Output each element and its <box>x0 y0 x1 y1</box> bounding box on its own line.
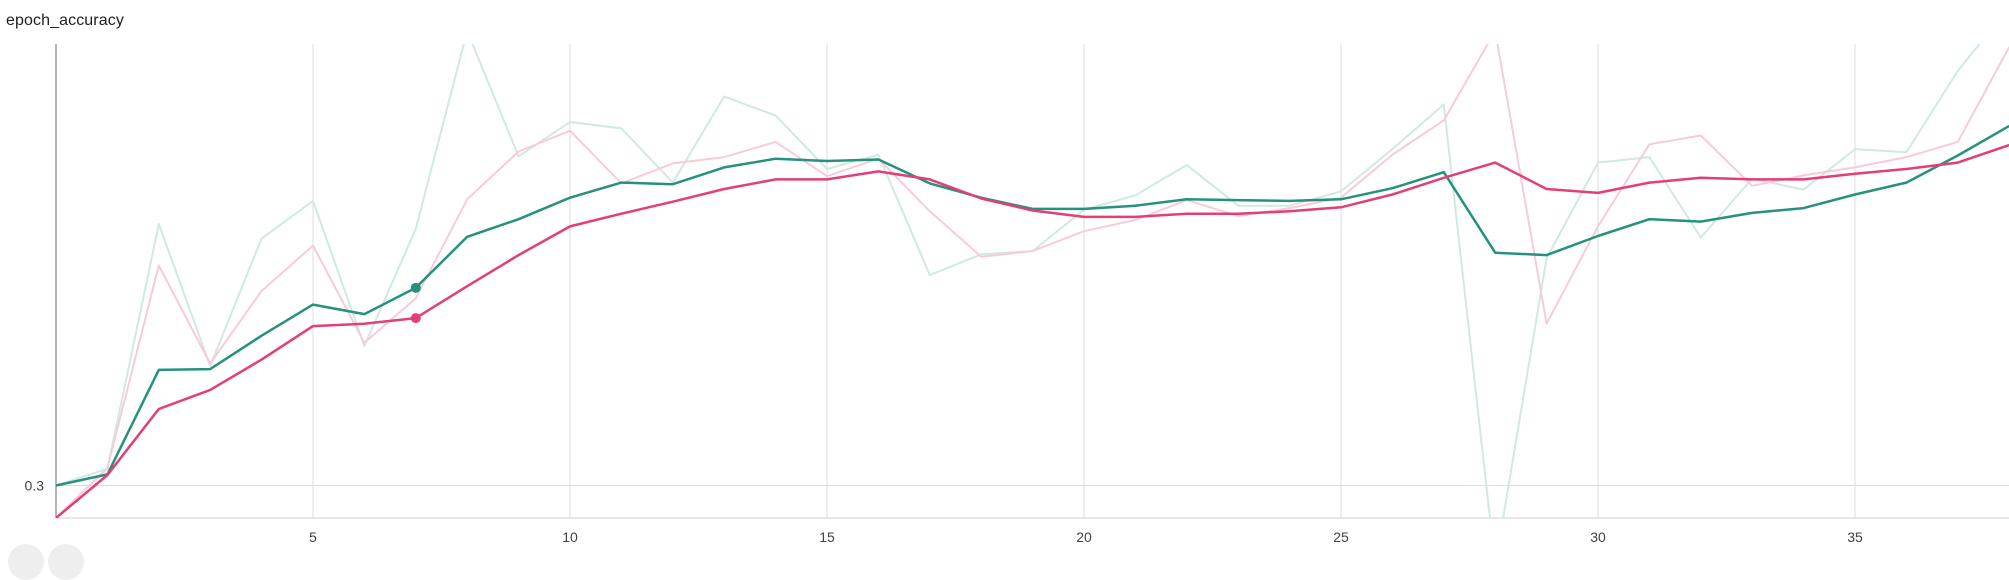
smoothed-series-line <box>56 124 2009 487</box>
x-tick-label: 5 <box>309 529 317 545</box>
x-tick-label: 25 <box>1333 529 1349 545</box>
x-tick-label: 10 <box>562 529 578 545</box>
chart-title: epoch_accuracy <box>6 12 124 29</box>
hover-point-marker <box>410 282 421 293</box>
toggle-log-scale-button[interactable] <box>48 544 84 580</box>
smoothed-series-line <box>56 143 2009 518</box>
raw-series-line <box>56 44 2009 518</box>
x-tick-label: 20 <box>1076 529 1092 545</box>
raw-series-line <box>56 44 1981 518</box>
hover-point-marker <box>410 313 421 324</box>
x-tick-label: 30 <box>1590 529 1606 545</box>
y-tick-label: 0.3 <box>25 478 45 494</box>
x-tick-label: 15 <box>819 529 835 545</box>
x-tick-label: 35 <box>1847 529 1863 545</box>
expand-chart-button[interactable] <box>8 544 44 580</box>
line-chart[interactable]: 5 10 15 20 25 30 35 0.3 <box>0 0 2009 552</box>
